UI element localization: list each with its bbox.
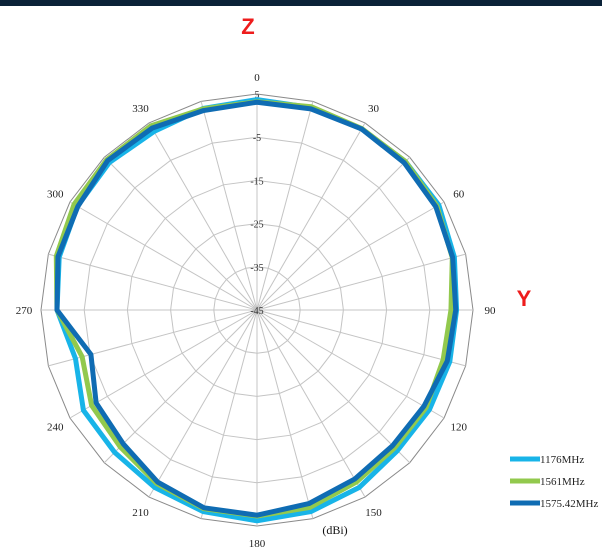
angle-tick-label: 180: [249, 538, 266, 550]
grid-spoke: [200, 309, 258, 519]
radial-tick-label: 5: [255, 90, 260, 101]
series-lines: [53, 97, 460, 524]
grid-spoke: [256, 122, 366, 311]
angle-tick-label: 120: [451, 422, 468, 434]
legend: 1176MHz 1561MHz 1575.42MHz: [510, 454, 598, 510]
grid-spoke: [48, 253, 258, 311]
grid-spoke: [148, 122, 258, 311]
angle-tick-label: 300: [47, 189, 64, 201]
y-axis-label: Y: [517, 286, 532, 311]
z-axis-label: Z: [241, 14, 254, 39]
angle-tick-labels: 0 30 60 90 120 150 180 210 240 270 300 330: [16, 72, 496, 550]
angle-tick-label: 30: [368, 103, 380, 115]
angle-tick-label: 0: [254, 72, 260, 84]
radial-tick-label: -45: [250, 306, 263, 317]
grid-spoke: [256, 309, 466, 367]
radial-tick-label: -25: [250, 220, 263, 231]
grid-spoke: [148, 309, 258, 498]
legend-label: 1176MHz: [540, 454, 584, 466]
grid-spoke: [200, 101, 258, 311]
angle-tick-label: 270: [16, 305, 33, 317]
angle-tick-label: 90: [485, 305, 497, 317]
grid-spoke: [256, 309, 366, 498]
grid-spoke: [256, 309, 445, 419]
angle-tick-label: 60: [453, 189, 465, 201]
unit-label: (dBi): [322, 523, 347, 537]
legend-label: 1575.42MHz: [540, 498, 598, 510]
grid-spoke: [256, 156, 411, 311]
angle-tick-label: 210: [132, 507, 149, 519]
radial-tick-label: -5: [253, 133, 261, 144]
radial-tick-label: -15: [250, 176, 263, 187]
grid-spoke: [103, 309, 258, 464]
radial-tick-labels: 5 -5 -15 -25 -35 -45: [250, 90, 263, 317]
radial-tick-label: -35: [250, 263, 263, 274]
legend-label: 1561MHz: [540, 476, 585, 488]
grid-spoke: [256, 253, 466, 311]
angle-tick-label: 330: [132, 103, 149, 115]
grid-spoke: [69, 201, 258, 311]
series-line: [54, 99, 459, 518]
angle-tick-label: 240: [47, 422, 64, 434]
grid-spoke: [256, 309, 411, 464]
polar-grid: [40, 93, 474, 527]
grid-spoke: [69, 309, 258, 419]
top-window-bar: [0, 0, 602, 6]
grid-spoke: [103, 156, 258, 311]
grid-spoke: [256, 201, 445, 311]
angle-tick-label: 150: [365, 507, 382, 519]
grid-spoke: [256, 309, 314, 519]
grid-spoke: [256, 101, 314, 311]
